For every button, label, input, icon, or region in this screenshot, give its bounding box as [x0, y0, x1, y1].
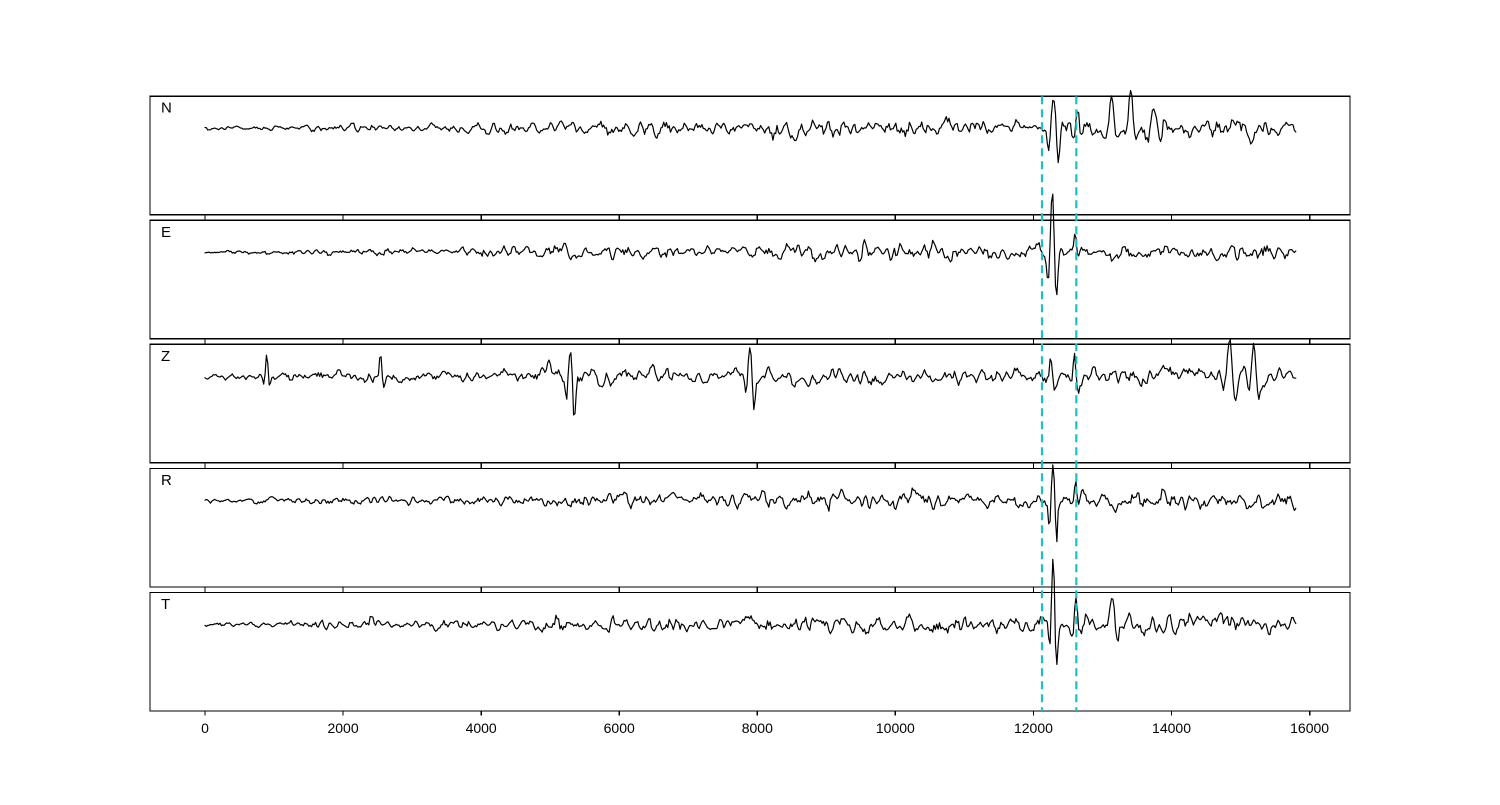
- svg-text:16000: 16000: [1290, 720, 1329, 736]
- svg-text:2000: 2000: [327, 720, 358, 736]
- svg-text:N: N: [161, 100, 172, 117]
- svg-text:8000: 8000: [742, 720, 773, 736]
- svg-text:E: E: [161, 224, 171, 241]
- svg-text:4000: 4000: [466, 720, 497, 736]
- svg-text:Z: Z: [161, 348, 170, 365]
- svg-text:R: R: [161, 472, 172, 489]
- svg-text:10000: 10000: [876, 720, 915, 736]
- svg-text:0: 0: [201, 720, 209, 736]
- svg-text:12000: 12000: [1014, 720, 1053, 736]
- svg-text:14000: 14000: [1152, 720, 1191, 736]
- svg-text:6000: 6000: [604, 720, 635, 736]
- svg-text:T: T: [161, 596, 170, 613]
